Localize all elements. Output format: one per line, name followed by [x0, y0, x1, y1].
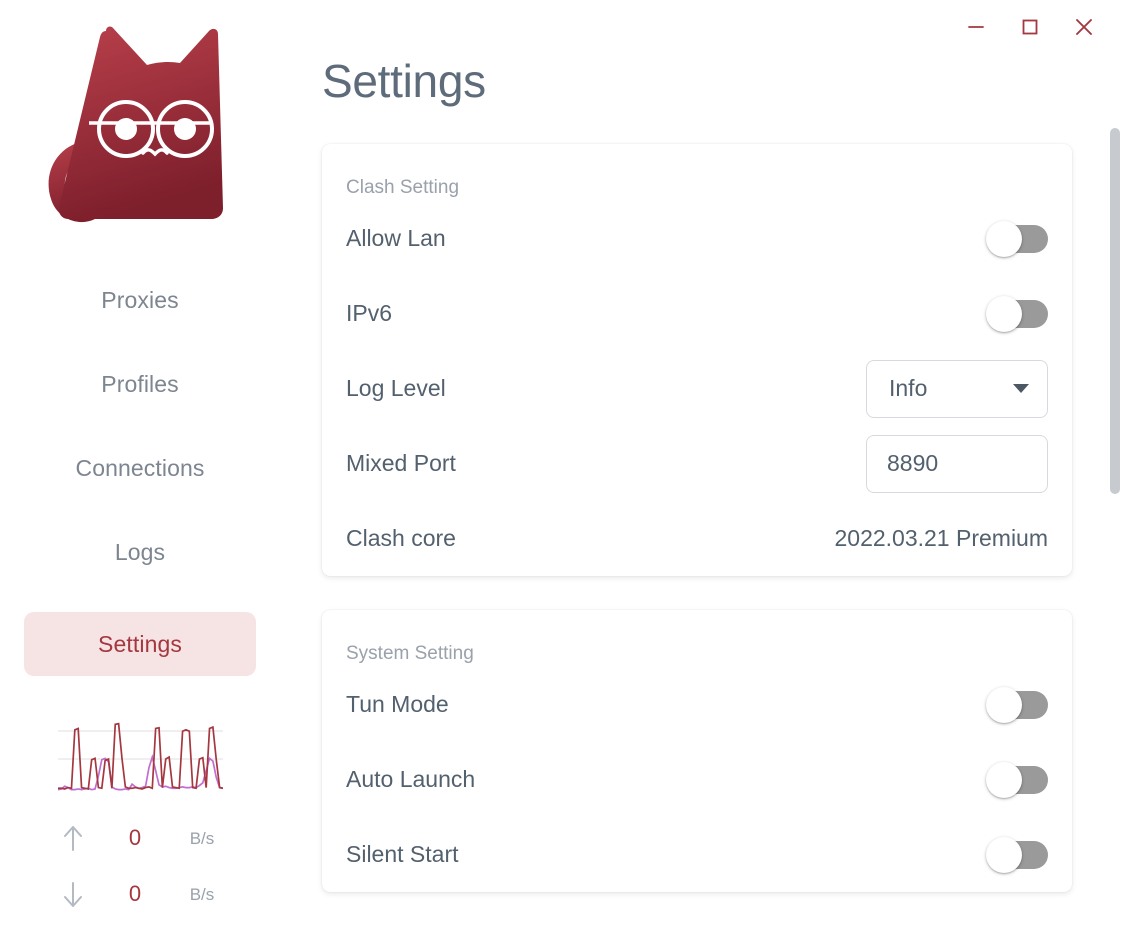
- card-title: System Setting: [346, 643, 474, 664]
- upload-speed-unit: B/s: [189, 828, 215, 848]
- card-title: Clash Setting: [346, 177, 460, 198]
- sidebar-item-label: Profiles: [101, 370, 179, 397]
- log-level-value: Info: [889, 375, 928, 401]
- system-setting-card: System Setting Tun Mode Auto Launch: [322, 610, 1072, 892]
- auto-launch-toggle[interactable]: [986, 761, 1048, 798]
- silent-start-toggle[interactable]: [986, 836, 1048, 873]
- sidebar-item-label: Logs: [114, 538, 166, 565]
- sidebar-item-label: Settings: [98, 630, 182, 657]
- sidebar-item-logs[interactable]: Logs: [24, 528, 256, 576]
- sidebar-item-profiles[interactable]: Profiles: [24, 360, 256, 408]
- traffic-upload-row: 0 B/s: [50, 823, 230, 853]
- toggle-knob: [986, 686, 1022, 723]
- traffic-download-row: 0 B/s: [50, 879, 230, 909]
- sidebar-item-connections[interactable]: Connections: [24, 444, 256, 492]
- download-speed-unit: B/s: [189, 884, 215, 904]
- sidebar-nav: Proxies Profiles Connections Logs Settin…: [0, 276, 280, 676]
- setting-row-allow-lan: Allow Lan: [346, 201, 1048, 276]
- chevron-down-icon: [1013, 384, 1029, 393]
- setting-row-log-level: Log Level Info: [346, 351, 1048, 426]
- clash-setting-card: Clash Setting Allow Lan IPv6: [322, 144, 1072, 576]
- close-icon: [1076, 19, 1092, 35]
- maximize-icon: [1022, 19, 1038, 35]
- arrow-up-icon: [50, 823, 96, 853]
- clash-core-version: 2022.03.21 Premium: [834, 525, 1048, 551]
- cat-logo-icon: [48, 26, 224, 223]
- setting-row-clash-core: Clash core 2022.03.21 Premium: [346, 501, 1048, 576]
- sidebar-item-proxies[interactable]: Proxies: [24, 276, 256, 324]
- log-level-select[interactable]: Info: [866, 359, 1048, 418]
- scrollbar-thumb[interactable]: [1110, 128, 1120, 494]
- setting-row-silent-start: Silent Start: [346, 817, 1048, 892]
- ipv6-toggle[interactable]: [986, 295, 1048, 332]
- toggle-knob: [986, 836, 1022, 873]
- setting-row-mixed-port: Mixed Port: [346, 426, 1048, 501]
- toggle-knob: [986, 761, 1022, 798]
- setting-label: Silent Start: [346, 841, 459, 867]
- window-controls: [954, 0, 1124, 54]
- arrow-down-icon: [50, 879, 96, 909]
- minimize-button[interactable]: [954, 8, 998, 46]
- sidebar-item-settings[interactable]: Settings: [24, 612, 256, 676]
- maximize-button[interactable]: [1008, 8, 1052, 46]
- traffic-sparkline-chart: [58, 717, 223, 797]
- setting-row-tun-mode: Tun Mode: [346, 667, 1048, 742]
- vertical-scrollbar[interactable]: [1110, 126, 1120, 933]
- setting-label: Log Level: [346, 375, 446, 401]
- chart-gridlines: [58, 731, 223, 759]
- setting-label: Clash core: [346, 525, 456, 551]
- main-content: Settings Clash Setting Allow Lan IPv6: [280, 0, 1124, 937]
- settings-scroll-area: Clash Setting Allow Lan IPv6: [280, 126, 1124, 937]
- sidebar-item-label: Connections: [75, 454, 205, 481]
- setting-row-ipv6: IPv6: [346, 276, 1048, 351]
- sidebar-item-label: Proxies: [101, 286, 179, 313]
- setting-label: Mixed Port: [346, 450, 456, 476]
- close-button[interactable]: [1062, 8, 1106, 46]
- sidebar: Proxies Profiles Connections Logs Settin…: [0, 0, 280, 937]
- page-title: Settings: [322, 55, 486, 107]
- traffic-panel: 0 B/s 0 B/s: [0, 717, 280, 937]
- chart-series-upload: [58, 724, 223, 789]
- allow-lan-toggle[interactable]: [986, 220, 1048, 257]
- setting-label: IPv6: [346, 300, 393, 326]
- app-logo: [35, 18, 245, 228]
- setting-label: Auto Launch: [346, 766, 476, 792]
- mixed-port-input[interactable]: [866, 434, 1048, 493]
- setting-label: Allow Lan: [346, 225, 446, 251]
- upload-speed-value: 0: [128, 825, 142, 850]
- minimize-icon: [968, 26, 984, 28]
- toggle-knob: [986, 295, 1022, 332]
- traffic-chart: [58, 717, 223, 797]
- setting-row-auto-launch: Auto Launch: [346, 742, 1048, 817]
- tun-mode-toggle[interactable]: [986, 686, 1048, 723]
- setting-label: Tun Mode: [346, 691, 449, 717]
- download-speed-value: 0: [128, 881, 142, 906]
- toggle-knob: [986, 220, 1022, 257]
